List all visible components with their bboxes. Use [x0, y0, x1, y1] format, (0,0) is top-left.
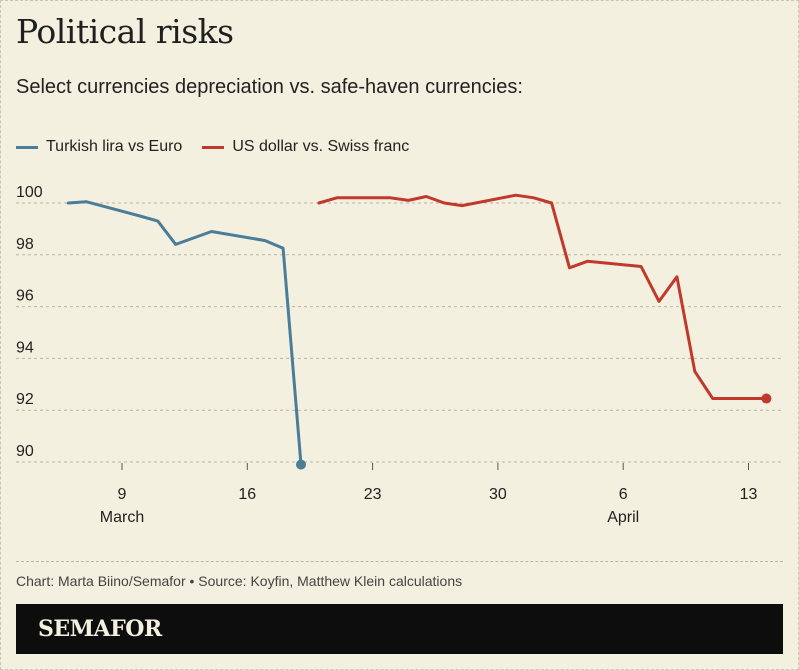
y-tick-label: 94 [16, 339, 34, 356]
x-tick-label: 9 [118, 486, 127, 503]
series-end-marker [296, 459, 306, 470]
y-tick-label: 90 [16, 443, 34, 460]
x-tick-label: 23 [364, 486, 382, 503]
x-tick-label: 16 [238, 486, 256, 503]
y-tick-label: 96 [16, 288, 34, 305]
series-line-1 [317, 193, 768, 400]
legend-label-turkish-lira: Turkish lira vs Euro [46, 138, 183, 155]
y-tick-label: 100 [16, 184, 43, 201]
chart-subtitle: Select currencies depreciation vs. safe-… [16, 76, 523, 98]
source-credit: Chart: Marta Biino/Semafor • Source: Koy… [16, 573, 463, 589]
brand-bar: SEMAFOR [16, 604, 783, 654]
x-month-label: April [607, 509, 639, 526]
legend-swatch-us-dollar [202, 145, 225, 149]
x-tick-label: 6 [619, 486, 628, 503]
semafor-logo: SEMAFOR [38, 616, 162, 642]
chart-title: Political risks [16, 12, 234, 51]
footer-divider [16, 561, 783, 562]
x-tick-label: 30 [489, 486, 507, 503]
line-chart: 90 92 94 96 98 100 9 16 23 30 6 13 March April [16, 184, 783, 526]
y-tick-label: 92 [16, 391, 34, 408]
legend-item-us-dollar: US dollar vs. Swiss franc [202, 138, 409, 156]
x-tick-label: 13 [740, 486, 758, 503]
legend-swatch-turkish-lira [16, 145, 38, 149]
series-line-0 [66, 200, 303, 467]
series-end-marker [761, 393, 772, 404]
y-tick-label: 98 [16, 236, 34, 253]
x-month-label: March [100, 509, 144, 526]
legend-item-turkish-lira: Turkish lira vs Euro [16, 138, 182, 156]
legend-label-us-dollar: US dollar vs. Swiss franc [232, 138, 410, 155]
chart-legend: Turkish lira vs Euro US dollar vs. Swiss… [16, 138, 409, 156]
